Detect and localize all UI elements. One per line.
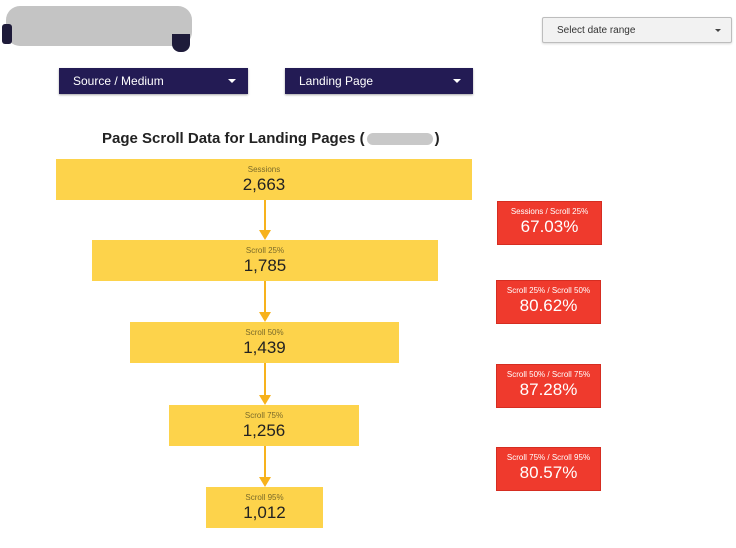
landing-page-filter-label: Landing Page: [299, 74, 374, 88]
chevron-down-icon: [715, 28, 721, 32]
conversion-rate-value: 87.28%: [519, 380, 578, 399]
chart-title-prefix: Page Scroll Data for Landing Pages (: [102, 130, 365, 147]
title-ink-fragment: [172, 34, 190, 52]
source-medium-filter[interactable]: Source / Medium: [59, 68, 248, 94]
funnel-step-scroll-95: Scroll 95% 1,012: [206, 487, 323, 528]
funnel-step-label: Sessions: [247, 165, 281, 174]
funnel-step-value: 1,012: [243, 503, 286, 522]
chevron-down-icon: [453, 79, 461, 83]
chart-title-suffix: ): [434, 130, 440, 147]
funnel-step-label: Scroll 75%: [244, 411, 284, 420]
funnel-step-scroll-75: Scroll 75% 1,256: [169, 405, 359, 446]
funnel-step-label: Scroll 95%: [245, 493, 284, 502]
funnel-step-value: 2,663: [242, 175, 286, 194]
arrow-down-icon: [259, 363, 271, 405]
funnel-step-value: 1,256: [242, 421, 286, 440]
arrow-down-icon: [259, 281, 271, 322]
conversion-rate-card: Scroll 25% / Scroll 50% 80.62%: [496, 280, 601, 324]
funnel-step-value: 1,785: [243, 256, 287, 275]
conversion-rate-label: Scroll 75% / Scroll 95%: [506, 453, 591, 462]
landing-page-filter[interactable]: Landing Page: [285, 68, 473, 94]
chevron-down-icon: [228, 79, 236, 83]
source-medium-filter-label: Source / Medium: [73, 74, 164, 88]
conversion-rate-label: Scroll 25% / Scroll 50%: [506, 286, 591, 295]
chart-title-redaction: [366, 132, 433, 145]
arrow-down-icon: [259, 200, 271, 240]
funnel-step-value: 1,439: [243, 338, 286, 357]
date-range-label: Select date range: [557, 24, 636, 36]
conversion-rate-card: Sessions / Scroll 25% 67.03%: [497, 201, 602, 245]
date-range-selector[interactable]: Select date range: [542, 17, 732, 43]
title-ink-fragment: [2, 24, 12, 44]
funnel-step-label: Scroll 50%: [245, 328, 284, 337]
funnel-step-sessions: Sessions 2,663: [56, 159, 472, 200]
conversion-rate-card: Scroll 50% / Scroll 75% 87.28%: [496, 364, 601, 408]
conversion-rate-value: 67.03%: [520, 217, 579, 236]
conversion-rate-value: 80.62%: [519, 296, 578, 315]
funnel-step-scroll-50: Scroll 50% 1,439: [130, 322, 399, 363]
page-title-redacted: [2, 6, 192, 52]
conversion-rate-card: Scroll 75% / Scroll 95% 80.57%: [496, 447, 601, 491]
funnel-step-label: Scroll 25%: [245, 246, 285, 255]
chart-title: Page Scroll Data for Landing Pages ( ): [102, 130, 440, 147]
conversion-rate-value: 80.57%: [519, 463, 578, 482]
funnel-step-scroll-25: Scroll 25% 1,785: [92, 240, 438, 281]
conversion-rate-label: Scroll 50% / Scroll 75%: [506, 370, 591, 379]
arrow-down-icon: [259, 446, 271, 487]
conversion-rate-label: Sessions / Scroll 25%: [510, 207, 589, 216]
